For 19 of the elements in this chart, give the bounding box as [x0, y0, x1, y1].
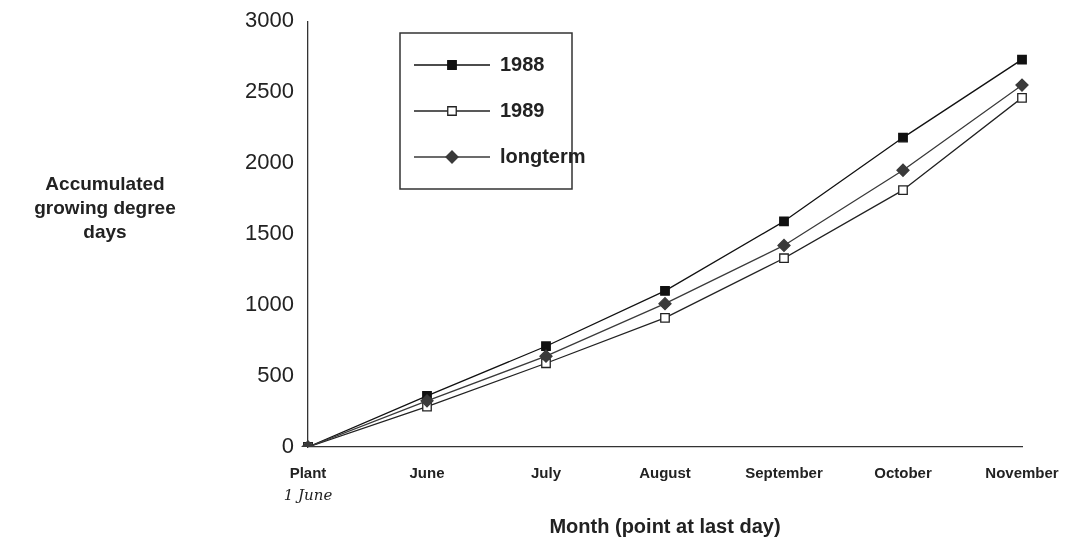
- y-tick-label: 2000: [245, 149, 294, 175]
- y-tick-label: 1500: [245, 220, 294, 246]
- y-axis-title: Accumulated growing degree days: [33, 172, 177, 244]
- x-tick-label: October: [874, 464, 932, 482]
- x-tick-label: August: [639, 464, 691, 482]
- x-tick-label: July: [530, 464, 562, 482]
- x-tick-label: September: [745, 464, 823, 482]
- y-tick-label: 2500: [245, 78, 294, 104]
- y-tick-label: 500: [257, 362, 294, 388]
- x-tick-label: June: [409, 464, 445, 482]
- x-axis-title: Month (point at last day): [549, 514, 781, 537]
- y-tick-label: 3000: [245, 7, 294, 33]
- x-tick-label: November: [985, 464, 1059, 482]
- y-tick-label: 1000: [245, 291, 294, 317]
- legend-label: 1989: [500, 98, 545, 121]
- x-tick-label: Plant: [289, 464, 327, 482]
- legend-label: 1988: [500, 52, 545, 75]
- text: 1 June: [283, 486, 333, 505]
- y-tick-label: 0: [281, 433, 294, 459]
